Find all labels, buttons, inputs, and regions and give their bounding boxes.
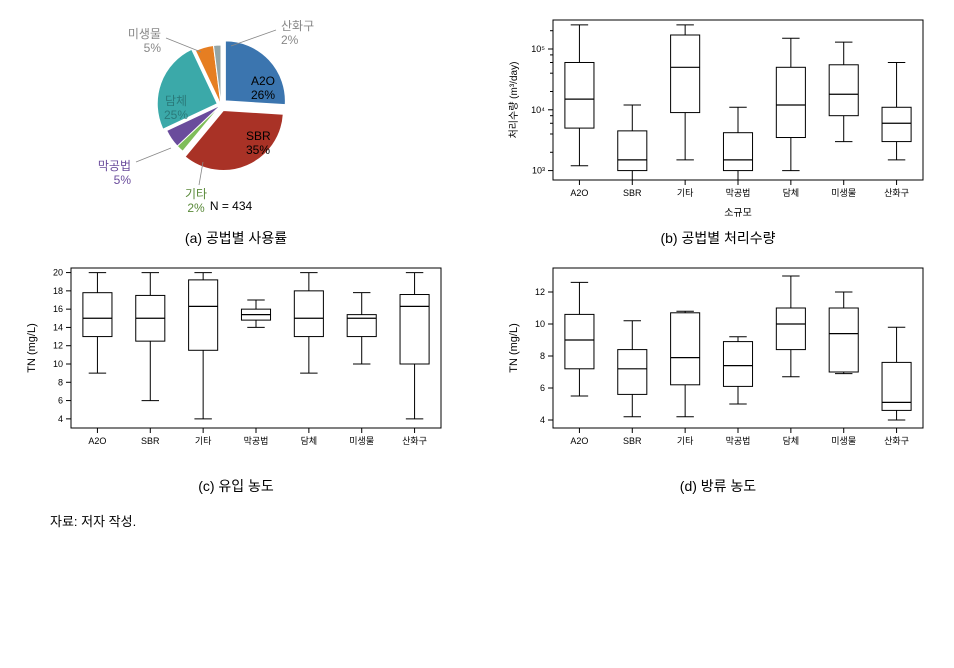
panel-c: 4 6 8 10 12 14 16 18 20 TN (mg/L) A2O SBR 기타 막공법 담체 미생물… xyxy=(10,258,462,496)
box xyxy=(829,65,858,116)
svg-text:6: 6 xyxy=(540,383,545,393)
box xyxy=(565,314,594,368)
box xyxy=(83,293,112,337)
pie-label: 담체 xyxy=(165,94,187,108)
svg-text:막공법: 막공법 xyxy=(244,436,269,446)
svg-text:소규모: 소규모 xyxy=(724,207,752,219)
boxplot-d: 4 6 8 10 12 TN (mg/L) A2O SBR 기타 막공법 담체 미생물 산화구 xyxy=(503,258,933,468)
svg-text:TN (mg/L): TN (mg/L) xyxy=(26,323,38,373)
svg-text:기타: 기타 xyxy=(195,436,212,446)
pie-n-label: N = 434 xyxy=(210,199,253,213)
svg-text:10: 10 xyxy=(53,359,63,369)
pie-label: 25% xyxy=(164,108,188,122)
svg-text:처리수량 (m³/day): 처리수량 (m³/day) xyxy=(508,62,520,139)
svg-text:8: 8 xyxy=(540,351,545,361)
pie-chart: A2O26%SBR35%기타2%막공법5%담체25%미생물5%산화구2%N = … xyxy=(21,10,451,220)
svg-text:16: 16 xyxy=(53,304,63,314)
box xyxy=(723,133,752,171)
box xyxy=(723,342,752,387)
pie-label: 2% xyxy=(187,201,205,215)
box xyxy=(618,131,647,171)
box xyxy=(882,107,911,141)
pie-label: 산화구 xyxy=(281,19,314,33)
svg-text:미생물: 미생물 xyxy=(831,188,856,198)
pie-label: 5% xyxy=(144,41,162,55)
box xyxy=(618,350,647,395)
caption-b: (b) 공법별 처리수량 xyxy=(660,228,775,248)
boxplot-b: 10³ 10⁴ 10⁵ 처리수량 (m³/day) 소규모 A2O SBR 기타 막공법 담체 미생… xyxy=(503,10,933,220)
svg-text:미생물: 미생물 xyxy=(831,436,856,446)
svg-text:기타: 기타 xyxy=(677,188,694,198)
pie-label: 35% xyxy=(246,143,270,157)
svg-text:A2O: A2O xyxy=(88,436,106,446)
svg-text:막공법: 막공법 xyxy=(726,436,751,446)
caption-d: (d) 방류 농도 xyxy=(680,476,756,496)
box xyxy=(189,280,218,350)
svg-text:SBR: SBR xyxy=(141,436,160,446)
box xyxy=(671,313,700,385)
svg-text:TN (mg/L): TN (mg/L) xyxy=(508,323,520,373)
svg-text:12: 12 xyxy=(535,287,545,297)
svg-text:A2O: A2O xyxy=(570,188,588,198)
box xyxy=(829,308,858,372)
source-text: 자료: 저자 작성. xyxy=(50,511,944,530)
box xyxy=(565,62,594,128)
svg-text:A2O: A2O xyxy=(570,436,588,446)
svg-text:8: 8 xyxy=(58,377,63,387)
svg-text:담체: 담체 xyxy=(783,435,800,446)
pie-label: A2O xyxy=(251,74,275,88)
box xyxy=(671,35,700,113)
svg-text:12: 12 xyxy=(53,341,63,351)
svg-text:미생물: 미생물 xyxy=(349,436,374,446)
caption-c: (c) 유입 농도 xyxy=(198,476,274,496)
svg-text:10³: 10³ xyxy=(532,166,545,176)
panel-d: 4 6 8 10 12 TN (mg/L) A2O SBR 기타 막공법 담체 미생물 산화구 (d) … xyxy=(492,258,944,496)
boxplot-c: 4 6 8 10 12 14 16 18 20 TN (mg/L) A2O SBR 기타 막공법 담체 미생물… xyxy=(21,258,451,468)
box xyxy=(776,67,805,137)
svg-text:18: 18 xyxy=(53,286,63,296)
svg-text:SBR: SBR xyxy=(623,188,642,198)
svg-text:10⁵: 10⁵ xyxy=(531,44,545,54)
pie-label: 기타 xyxy=(185,187,207,201)
pie-label: 미생물 xyxy=(128,27,161,41)
svg-text:6: 6 xyxy=(58,396,63,406)
svg-text:산화구: 산화구 xyxy=(884,188,909,198)
svg-text:SBR: SBR xyxy=(623,436,642,446)
svg-text:10: 10 xyxy=(535,319,545,329)
svg-text:산화구: 산화구 xyxy=(402,436,427,446)
svg-text:막공법: 막공법 xyxy=(726,188,751,198)
pie-label: SBR xyxy=(246,129,271,143)
svg-text:담체: 담체 xyxy=(301,435,318,446)
box xyxy=(776,308,805,350)
svg-text:4: 4 xyxy=(540,415,545,425)
panel-pie: A2O26%SBR35%기타2%막공법5%담체25%미생물5%산화구2%N = … xyxy=(10,10,462,248)
svg-text:14: 14 xyxy=(53,322,63,332)
caption-a: (a) 공법별 사용률 xyxy=(185,228,287,248)
box xyxy=(294,291,323,337)
pie-label: 5% xyxy=(114,173,132,187)
pie-label: 막공법 xyxy=(98,159,131,173)
svg-text:10⁴: 10⁴ xyxy=(531,105,545,115)
box xyxy=(882,362,911,410)
pie-label: 26% xyxy=(251,88,275,102)
pie-label: 2% xyxy=(281,33,299,47)
svg-text:기타: 기타 xyxy=(677,436,694,446)
svg-text:20: 20 xyxy=(53,268,63,278)
svg-text:담체: 담체 xyxy=(783,187,800,198)
svg-text:4: 4 xyxy=(58,414,63,424)
panel-b: 10³ 10⁴ 10⁵ 처리수량 (m³/day) 소규모 A2O SBR 기타 막공법 담체 미생… xyxy=(492,10,944,248)
svg-text:산화구: 산화구 xyxy=(884,436,909,446)
box xyxy=(400,295,429,364)
